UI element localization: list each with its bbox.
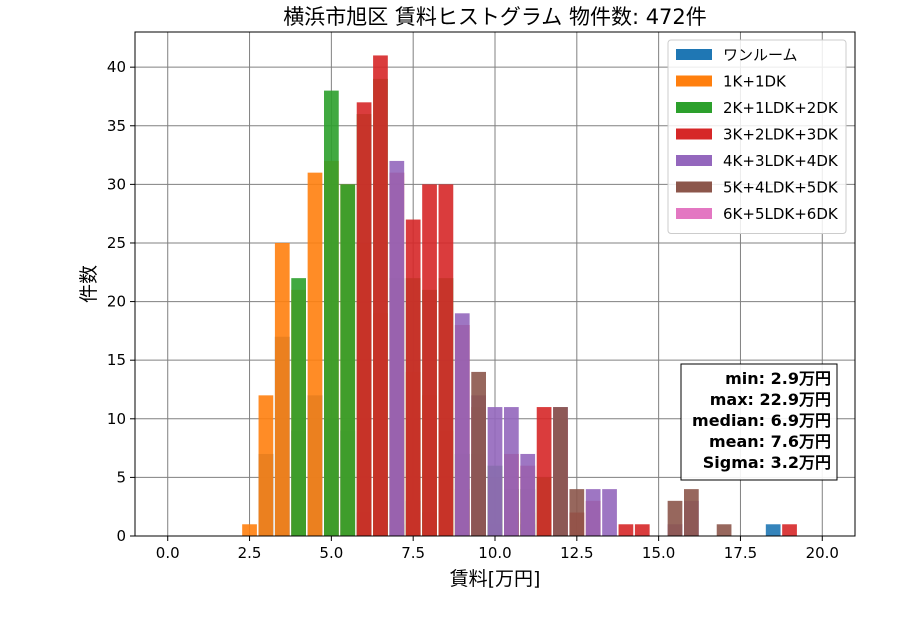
stats-box-frame: [680, 363, 838, 481]
histogram-bar: [504, 407, 519, 536]
histogram-bar: [487, 407, 503, 536]
histogram-bar: [471, 371, 486, 536]
histogram-bar: [536, 407, 552, 536]
legend-swatch: [676, 155, 712, 166]
legend-swatch: [676, 102, 712, 113]
histogram-bar: [373, 55, 388, 536]
stats-line: median: 6.9万円: [692, 411, 831, 430]
legend-swatch: [676, 49, 712, 60]
histogram-bar: [356, 102, 372, 536]
x-tick-label: 0.0: [156, 544, 180, 562]
stats-box: min: 2.9万円 max: 22.9万円 median: 6.9万円 mean: …: [680, 363, 838, 481]
x-tick-label: 20.0: [806, 544, 839, 562]
x-tick-label: 17.5: [724, 544, 757, 562]
histogram-bar: [569, 489, 585, 536]
y-tick-label: 20: [107, 293, 126, 311]
x-tick-label: 5.0: [319, 544, 343, 562]
y-axis-ticks: 0 5 10 15 20 25 30 35 40: [107, 58, 135, 545]
stats-line: max: 22.9万円: [710, 390, 831, 409]
legend-swatch: [676, 208, 712, 219]
histogram-bar: [389, 160, 405, 536]
x-tick-label: 10.0: [478, 544, 511, 562]
legend: ワンルーム 1K+1DK 2K+1LDK+2DK 3K+2LDK+3DK 4K+3LDK…: [667, 39, 847, 234]
histogram-bar: [716, 524, 732, 536]
histogram-bar: [765, 524, 781, 536]
histogram-bar: [307, 172, 323, 536]
x-axis-label: 賃料[万円]: [450, 568, 541, 590]
x-tick-label: 7.5: [401, 544, 425, 562]
histogram-bar: [340, 184, 356, 537]
stats-line: mean: 7.6万円: [709, 432, 831, 451]
legend-label: 2K+1LDK+2DK: [723, 99, 839, 117]
histogram-bar: [602, 489, 617, 536]
legend-label: 1K+1DK: [723, 73, 787, 91]
x-tick-label: 12.5: [560, 544, 593, 562]
y-tick-label: 10: [107, 410, 126, 428]
histogram-bar: [291, 278, 306, 536]
legend-swatch: [676, 128, 712, 140]
histogram-bar: [684, 489, 699, 536]
histogram-bar: [520, 453, 536, 536]
legend-label: 6K+5LDK+6DK: [723, 205, 839, 223]
histogram-bar: [634, 524, 650, 536]
legend-box: [667, 39, 847, 234]
legend-label: ワンルーム: [723, 46, 798, 64]
histogram-bar: [274, 242, 290, 536]
bars-layer: [242, 55, 797, 537]
histogram-bar: [405, 219, 421, 536]
histogram-bar: [585, 489, 601, 536]
histogram-bar: [324, 90, 339, 537]
y-tick-label: 40: [107, 58, 126, 76]
series-5: [471, 371, 732, 536]
legend-swatch: [676, 181, 712, 193]
x-tick-label: 2.5: [238, 544, 262, 562]
y-tick-label: 0: [116, 527, 126, 545]
histogram-bar: [618, 524, 634, 536]
y-tick-label: 35: [107, 117, 126, 135]
histogram-bar: [782, 524, 797, 536]
legend-label: 4K+3LDK+4DK: [723, 152, 839, 170]
y-axis-label: 件数: [78, 265, 100, 303]
grid-layer: [135, 32, 855, 537]
y-tick-label: 5: [116, 468, 126, 486]
legend-label: 5K+4LDK+5DK: [723, 179, 839, 197]
legend-label: 3K+2LDK+3DK: [723, 126, 839, 144]
stats-line: min: 2.9万円: [725, 369, 831, 388]
histogram-bar: [553, 407, 568, 536]
stats-line: Sigma: 3.2万円: [703, 453, 831, 472]
histogram-bar: [667, 500, 683, 536]
x-tick-label: 15.0: [642, 544, 675, 562]
histogram-bar: [258, 395, 274, 536]
y-tick-label: 25: [107, 234, 126, 252]
x-axis-ticks: 0.0 2.5 5.0 7.5 10.0 12.5 15.0 17.5 20.0: [156, 536, 839, 562]
histogram-bar: [422, 184, 437, 537]
y-tick-label: 30: [107, 175, 126, 193]
legend-swatch: [676, 75, 712, 87]
y-tick-label: 15: [107, 351, 126, 369]
histogram-bar: [454, 313, 470, 536]
chart-title: 横浜市旭区 賃料ヒストグラム 物件数: 472件: [283, 5, 707, 29]
histogram-bar: [438, 184, 454, 537]
histogram-bar: [242, 524, 257, 536]
